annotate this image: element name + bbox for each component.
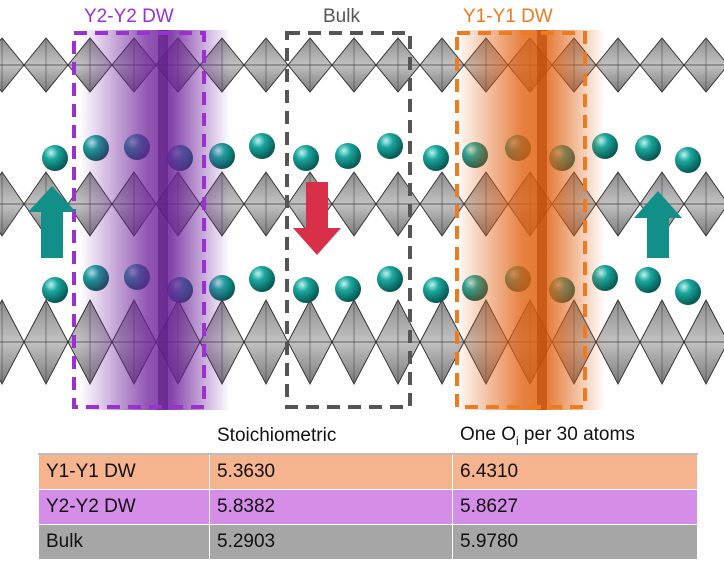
region-label-bulk: Bulk: [323, 6, 360, 27]
header-one-oi-b: per 30 atoms: [518, 424, 635, 446]
table-row-y2-y2: Y2-Y2 DW 5.8382 5.8627: [38, 489, 698, 525]
table-header-row: Stoichiometric One Oi per 30 atoms: [38, 418, 698, 455]
region-label-y2-y2: Y2-Y2 DW: [84, 6, 174, 27]
y1-box: [455, 31, 587, 409]
atom: [635, 135, 661, 161]
atom: [249, 266, 275, 292]
atom: [42, 277, 68, 303]
atom: [293, 145, 319, 171]
y2-box: [72, 31, 206, 409]
row-name: Y2-Y2 DW: [38, 489, 210, 525]
row-one-oi: 5.8627: [452, 489, 698, 525]
header-stoichiometric: Stoichiometric: [209, 418, 453, 455]
row-name: Y1-Y1 DW: [38, 453, 210, 490]
arrow-up-right: [634, 191, 682, 258]
row-one-oi: 5.9780: [452, 524, 698, 560]
row-stoichiometric: 5.3630: [209, 453, 453, 490]
atom: [675, 279, 701, 305]
atom: [249, 133, 275, 159]
values-table: Stoichiometric One Oi per 30 atoms Y1-Y1…: [38, 418, 698, 560]
y1-core: [537, 30, 547, 410]
row-stoichiometric: 5.2903: [209, 524, 453, 560]
atom: [635, 267, 661, 293]
header-empty: [38, 418, 210, 455]
y1-glow: [455, 30, 605, 410]
table-row-bulk: Bulk 5.2903 5.9780: [38, 524, 698, 560]
region-label-y1-y1: Y1-Y1 DW: [463, 6, 553, 27]
row-stoichiometric: 5.8382: [209, 489, 453, 525]
row-name: Bulk: [38, 524, 210, 560]
atom: [675, 147, 701, 173]
y2-glow: [80, 30, 230, 410]
y2-core: [158, 30, 168, 410]
header-one-oi-sub: i: [515, 433, 519, 448]
atom: [335, 276, 361, 302]
header-one-oi-a: One O: [460, 424, 516, 446]
atom: [335, 143, 361, 169]
atom: [42, 145, 68, 171]
atom: [377, 266, 403, 292]
header-one-oi: One Oi per 30 atoms: [452, 418, 698, 455]
atom: [293, 277, 319, 303]
atom: [377, 133, 403, 159]
arrow-down-center: [293, 182, 341, 255]
atom: [423, 145, 449, 171]
atom: [423, 277, 449, 303]
table-row-y1-y1: Y1-Y1 DW 5.3630 6.4310: [38, 453, 698, 490]
bulk-box: [285, 31, 412, 409]
crystal-structure-diagram: [0, 30, 724, 410]
row-one-oi: 6.4310: [452, 453, 698, 490]
arrow-up-left: [28, 186, 76, 258]
